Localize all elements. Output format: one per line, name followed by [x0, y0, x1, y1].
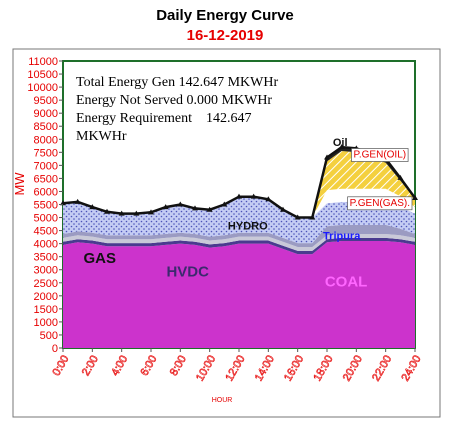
- demand-marker: [250, 193, 257, 199]
- demand-marker: [412, 194, 418, 200]
- y-tick-label: 3000: [34, 265, 58, 277]
- x-tick-label: 6:00: [138, 354, 159, 379]
- y-tick-label: 2500: [34, 278, 58, 290]
- demand-marker: [309, 214, 316, 220]
- x-tick-label: 8:00: [168, 354, 189, 379]
- x-tick-label: 10:00: [194, 354, 218, 384]
- demand-marker: [324, 154, 330, 160]
- demand-marker: [397, 174, 404, 180]
- area-coal: [63, 241, 415, 348]
- demand-marker: [221, 201, 228, 207]
- chart-subtitle: 16-12-2019: [187, 27, 264, 44]
- series-label-box-p-gen-gas: [347, 196, 413, 211]
- x-tick-label: 12:00: [223, 354, 247, 384]
- y-tick-label: 11000: [28, 56, 58, 68]
- y-tick-label: 2000: [34, 291, 58, 303]
- y-tick-label: 10500: [27, 69, 58, 81]
- y-tick-label: 7000: [34, 160, 58, 172]
- y-tick-label: 1000: [34, 317, 58, 329]
- series-label-p-gen-oil: P.GEN(OIL): [353, 150, 406, 161]
- chart-title: Daily Energy Curve: [156, 7, 294, 24]
- x-tick-label: 2:00: [80, 354, 101, 379]
- y-tick-label: 0: [52, 343, 58, 355]
- annotation-line-3: Energy Requirement 142.647: [76, 111, 252, 126]
- demand-marker: [265, 196, 272, 202]
- area-tripura: [63, 224, 415, 247]
- demand-marker: [206, 206, 213, 212]
- x-tick-label: 22:00: [370, 354, 394, 384]
- y-tick-label: 9500: [34, 95, 58, 107]
- y-tick-label: 10000: [27, 82, 58, 94]
- annotation-line-1: Total Energy Gen 142.647 MKWHr: [76, 75, 278, 90]
- y-tick-label: 8000: [34, 134, 58, 146]
- y-axis-label: MW: [12, 172, 27, 196]
- y-tick-label: 5500: [34, 200, 58, 212]
- demand-marker: [133, 210, 140, 216]
- demand-marker: [148, 209, 154, 215]
- series-label-p-gen-gas: P.GEN(GAS).: [350, 198, 410, 209]
- demand-marker: [338, 144, 345, 150]
- demand-marker: [162, 204, 169, 210]
- x-tick-label: 16:00: [282, 354, 306, 384]
- y-tick-label: 7500: [34, 147, 58, 159]
- demand-marker: [118, 210, 125, 216]
- annotation-line-2: Energy Not Served 0.000 MKWHr: [76, 93, 272, 108]
- series-label-hydro: HYDRO: [228, 220, 268, 232]
- y-tick-label: 6000: [34, 186, 58, 198]
- x-axis-label: HOUR: [212, 397, 233, 404]
- y-tick-label: 9000: [34, 108, 58, 120]
- y-tick-label: 4000: [34, 239, 58, 251]
- x-tick-label: 24:00: [399, 354, 423, 384]
- series-label-tripura: Tripura: [323, 231, 361, 243]
- demand-marker: [294, 214, 301, 220]
- y-tick-label: 5000: [34, 213, 58, 225]
- area-hydro: [63, 196, 415, 244]
- demand-marker: [89, 204, 96, 210]
- y-tick-label: 500: [40, 330, 58, 342]
- area-p-gen-oil: [63, 151, 415, 218]
- x-tick-label: 18:00: [311, 354, 335, 384]
- series-label-box-p-gen-oil: [351, 148, 409, 162]
- x-tick-label: 0:00: [50, 354, 71, 379]
- y-tick-label: 3500: [34, 252, 58, 264]
- demand-marker: [280, 206, 286, 212]
- demand-marker: [60, 200, 66, 206]
- demand-marker: [74, 198, 81, 204]
- annotation-line-4: MKWHr: [76, 129, 127, 144]
- series-label-oil: Oil: [333, 137, 348, 149]
- demand-marker: [104, 208, 110, 214]
- series-label-coal: COAL: [325, 274, 368, 291]
- demand-marker: [177, 201, 184, 207]
- demand-marker: [236, 193, 242, 199]
- plot-frame: [12, 48, 441, 418]
- y-tick-label: 8500: [34, 121, 58, 133]
- summary-annotation: Total Energy Gen 142.647 MKWHr Energy No…: [76, 75, 278, 144]
- series-label-gas: GAS: [83, 250, 116, 267]
- area-gas: [63, 234, 415, 251]
- y-tick-label: 4500: [34, 226, 58, 238]
- area-hvdc: [63, 237, 415, 255]
- demand-marker: [192, 205, 198, 211]
- x-tick-label: 14:00: [253, 354, 277, 384]
- series-label-hvdc: HVDC: [166, 263, 209, 280]
- x-tick-label: 20:00: [341, 354, 365, 384]
- y-tick-label: 1500: [34, 304, 58, 316]
- y-tick-label: 6500: [34, 173, 58, 185]
- x-tick-label: 4:00: [109, 354, 130, 379]
- area-p-gen-gas: [63, 188, 415, 218]
